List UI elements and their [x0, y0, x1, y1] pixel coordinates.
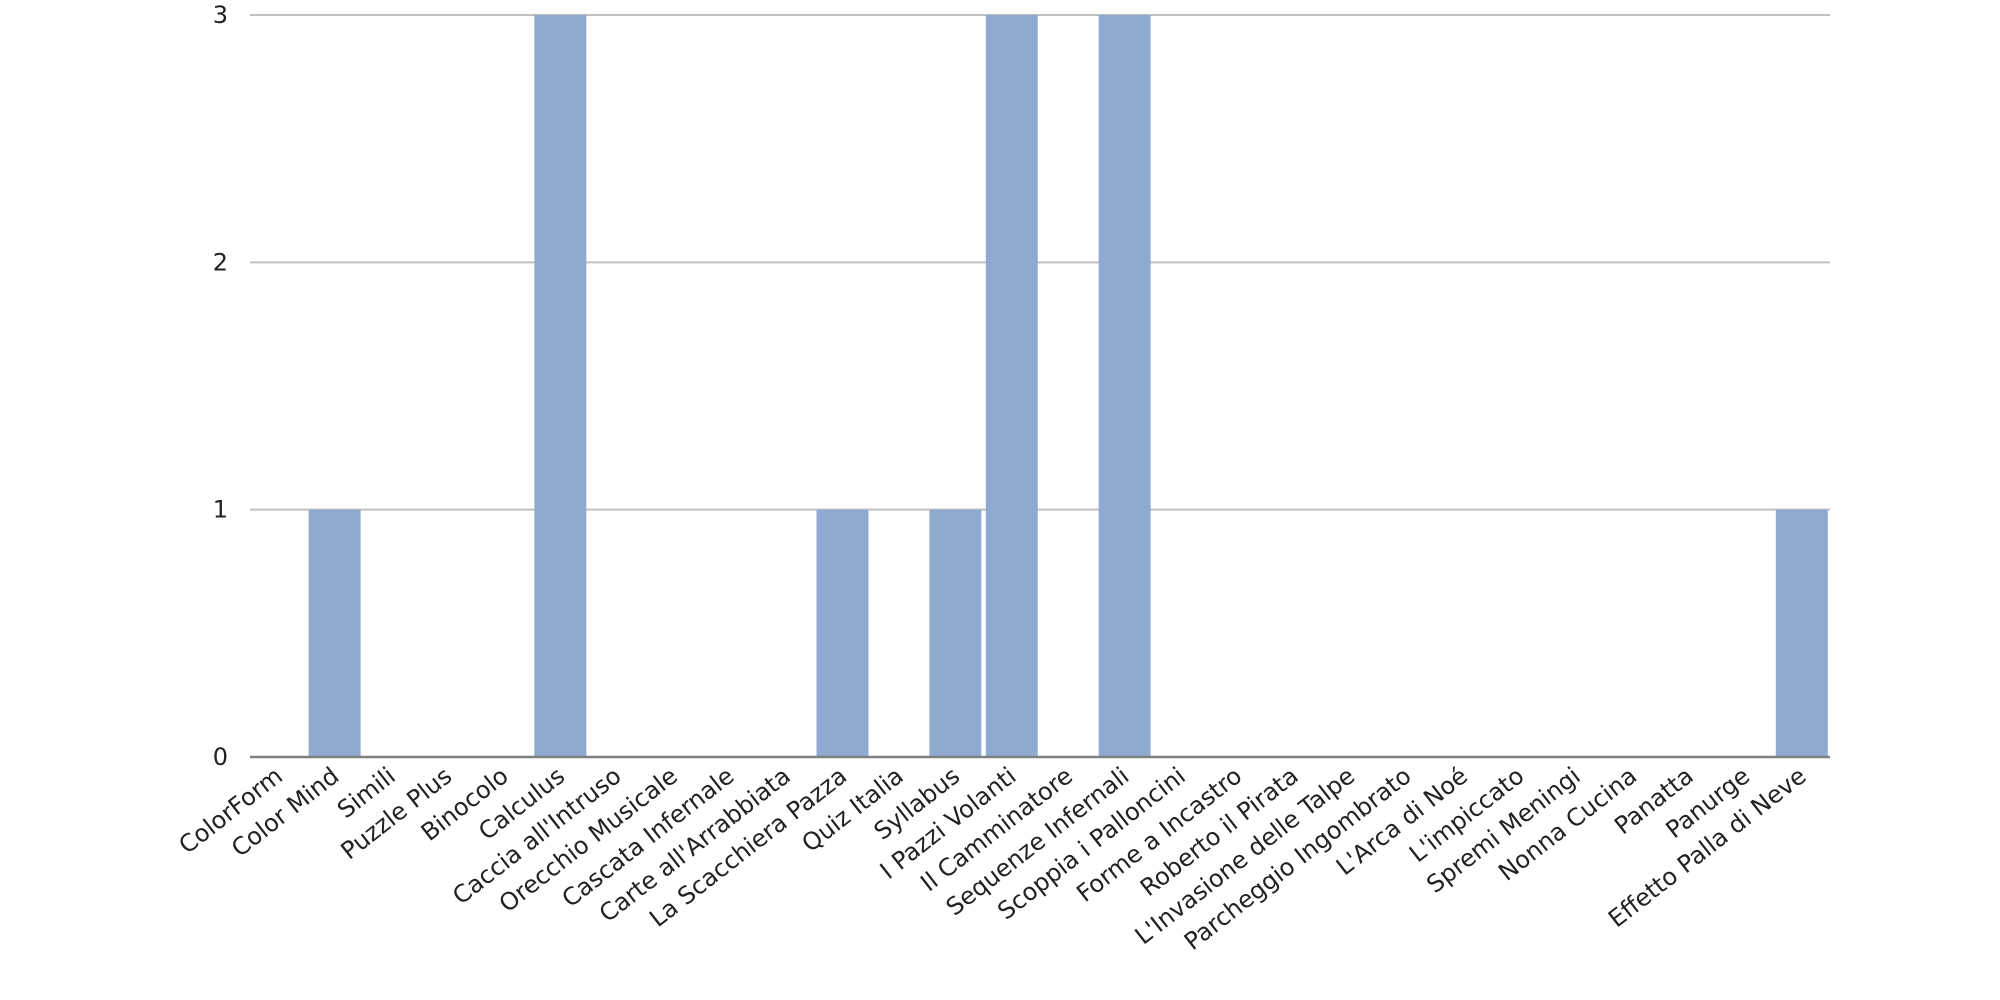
bar [534, 15, 587, 757]
bar [308, 509, 361, 757]
gridlines [250, 14, 1830, 511]
y-tick-label: 0 [213, 743, 228, 771]
bars [308, 15, 1828, 757]
y-tick-label: 1 [213, 496, 228, 524]
bar [816, 509, 869, 757]
y-tick-label: 2 [213, 248, 228, 276]
bar [985, 15, 1038, 757]
y-tick-label: 3 [213, 1, 228, 29]
bar [1098, 15, 1151, 757]
y-axis-ticks: 0 1 2 3 [213, 1, 228, 771]
bar [1775, 509, 1828, 757]
bar [929, 509, 982, 757]
